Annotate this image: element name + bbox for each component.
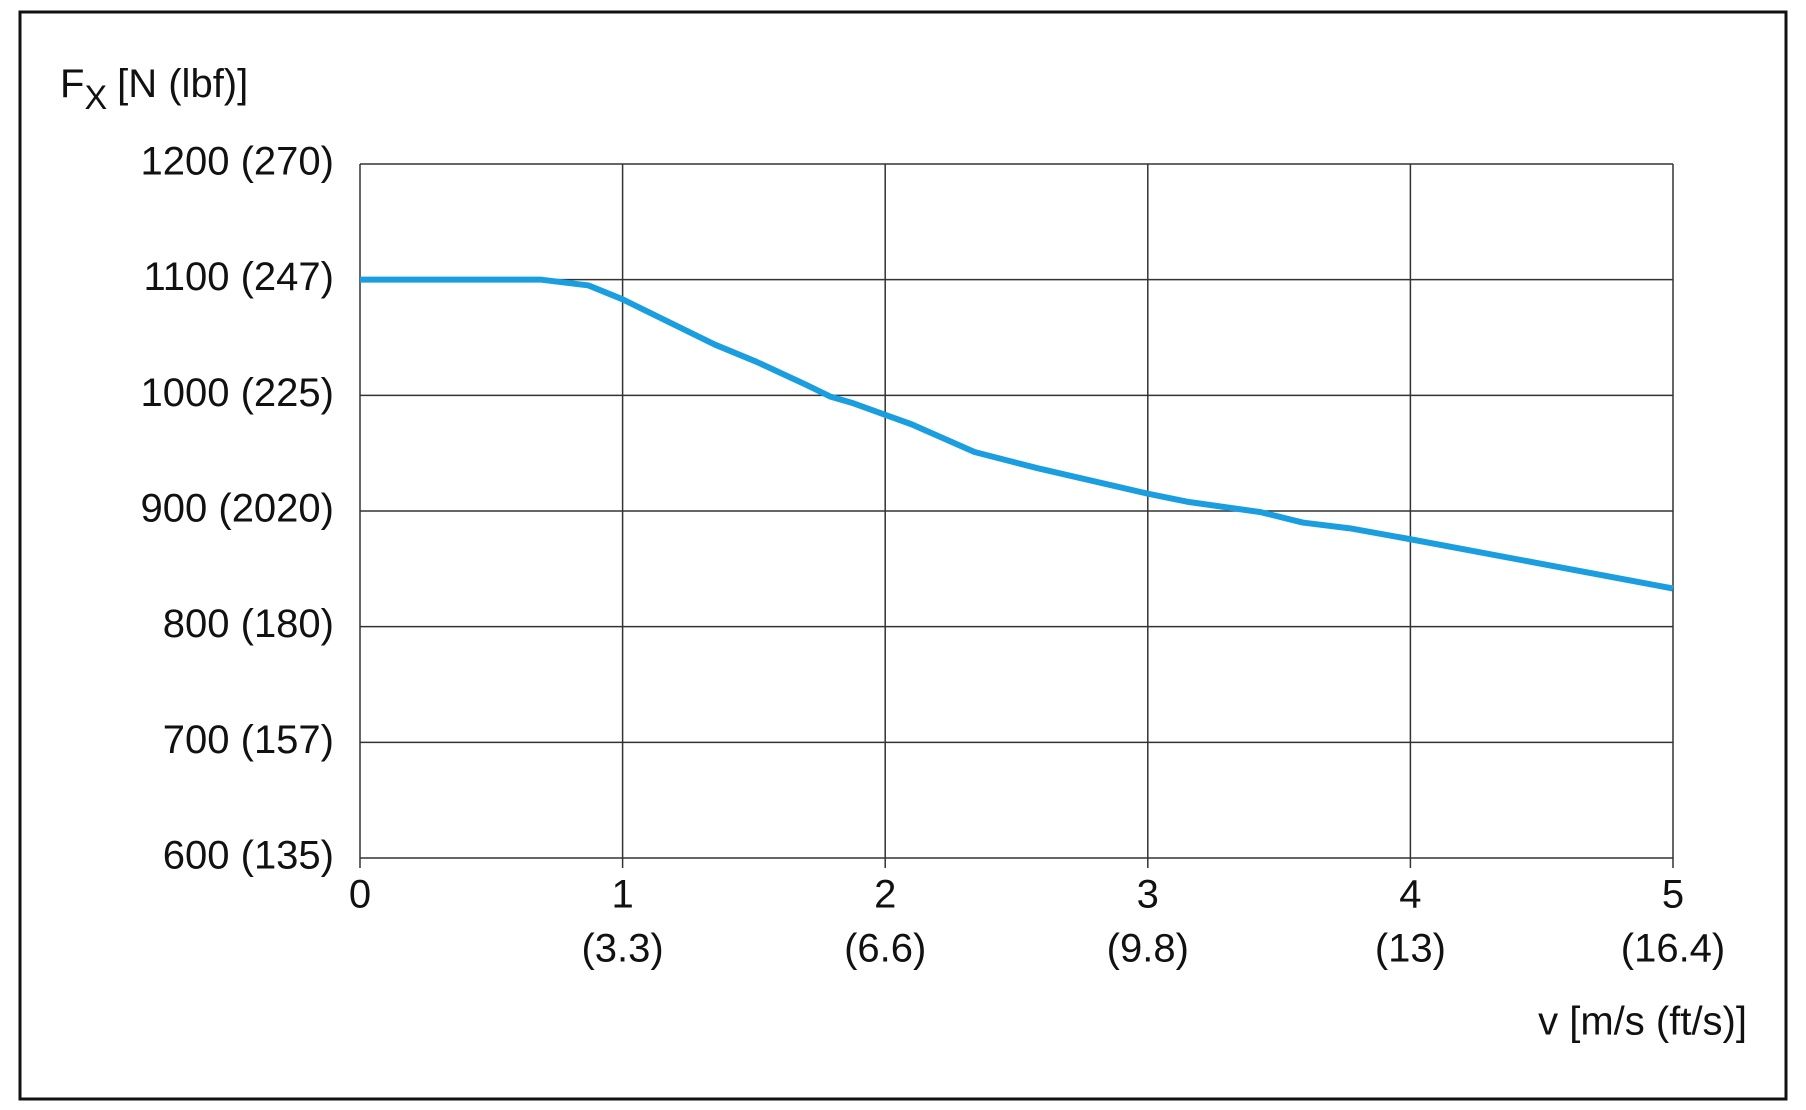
data-line xyxy=(360,276,1674,592)
y-tick-label: 1200 (270) xyxy=(141,140,334,184)
y-tick-label: 1000 (225) xyxy=(141,371,334,415)
x-tick-sublabel: (3.3) xyxy=(581,927,663,971)
x-tick-sublabel: (6.6) xyxy=(844,927,926,971)
y-tick-label: 600 (135) xyxy=(163,834,334,878)
y-label-unit: [N (lbf)] xyxy=(117,62,248,106)
x-tick-label: 1 xyxy=(611,873,633,917)
y-tick-label: 1100 (247) xyxy=(143,255,334,299)
x-tick-label: 2 xyxy=(874,873,896,917)
x-tick-sublabel: (9.8) xyxy=(1107,927,1189,971)
x-axis-label: v [m/s (ft/s)] xyxy=(1538,1000,1747,1044)
y-tick-label: 800 (180) xyxy=(163,602,334,646)
x-tick-label: 3 xyxy=(1137,873,1159,917)
y-tick-label: 700 (157) xyxy=(163,718,334,762)
frame xyxy=(18,10,1788,1101)
y-axis-label: FX [N (lbf)] xyxy=(60,62,248,117)
x-tick-sublabel: (13) xyxy=(1375,927,1446,971)
x-tick-sublabel: (16.4) xyxy=(1621,927,1726,971)
x-tick-label: 4 xyxy=(1399,873,1421,917)
x-tick-label: 5 xyxy=(1662,873,1684,917)
x-tick-label: 0 xyxy=(349,873,371,917)
y-label-subscript: X xyxy=(84,79,107,117)
y-tick-label: 900 (2020) xyxy=(141,487,334,531)
y-label-main: F xyxy=(60,62,84,106)
